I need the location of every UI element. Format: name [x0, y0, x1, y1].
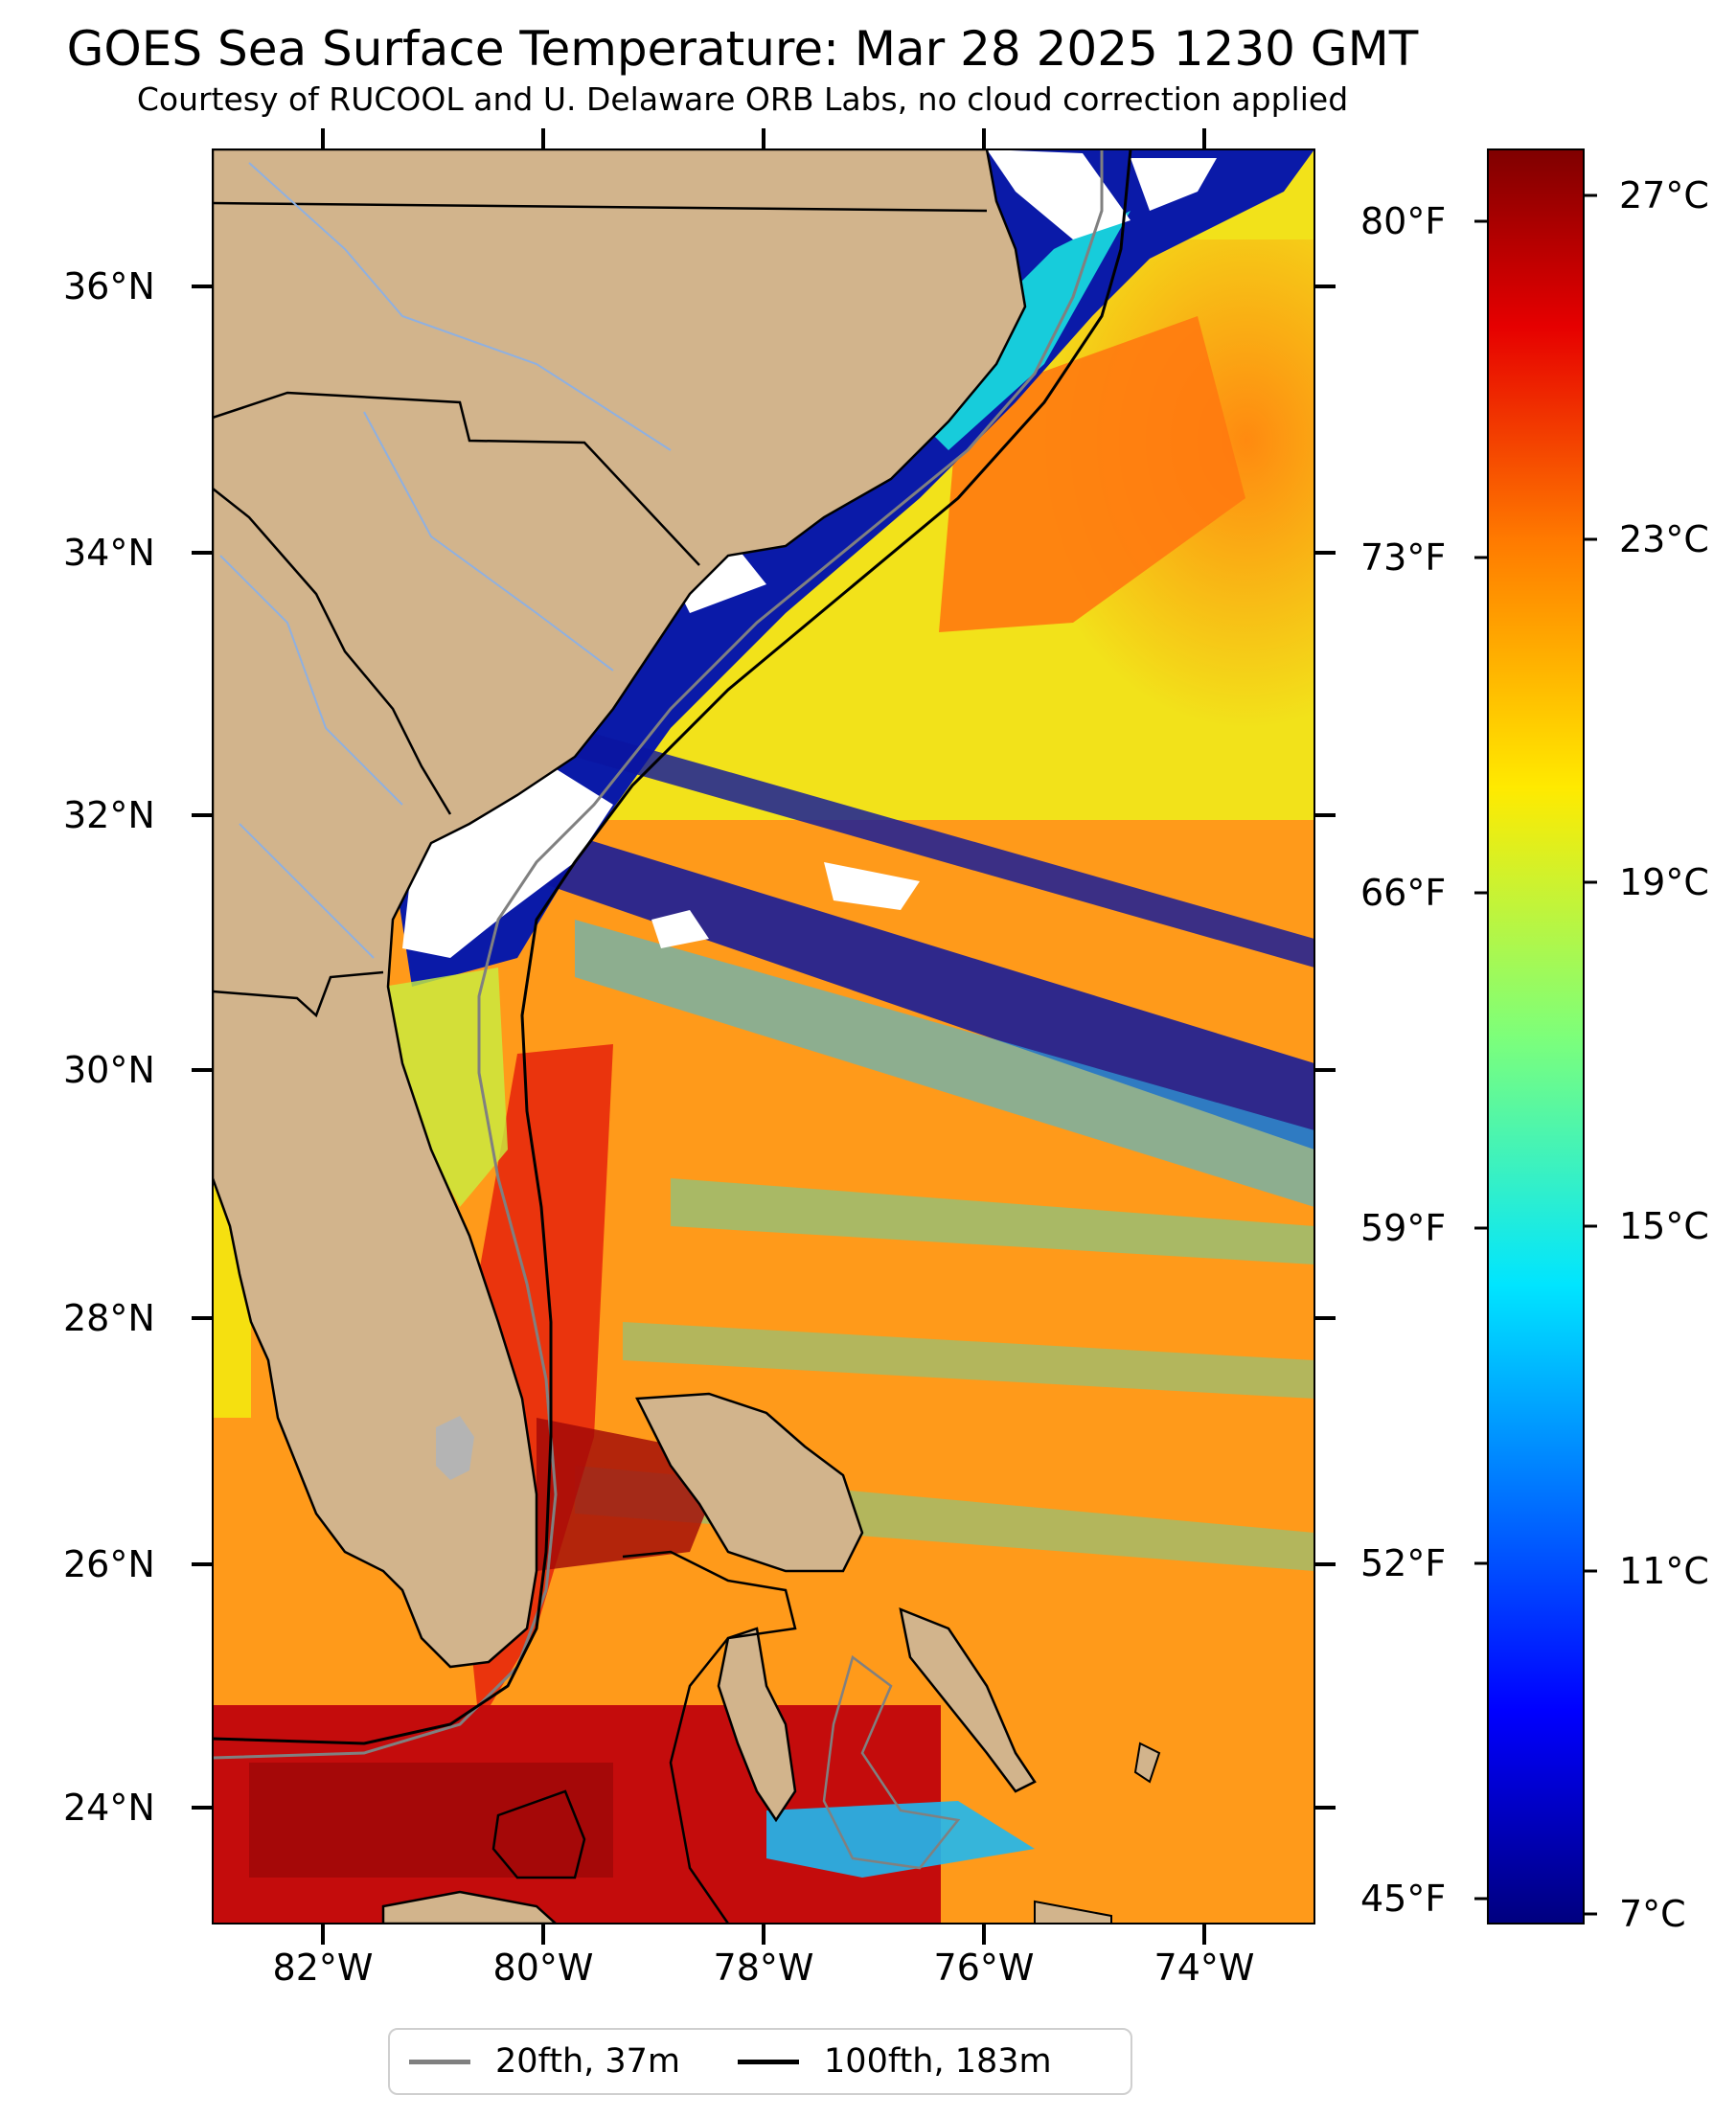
lat-label-24n: 24°N: [63, 1787, 155, 1829]
lon-label-74w: 74°W: [1154, 1947, 1255, 1989]
chart-title: GOES Sea Surface Temperature: Mar 28 202…: [66, 21, 1419, 77]
cloud-patch: [987, 149, 1131, 239]
cool-streak: [575, 920, 1314, 1207]
isobath-20fth-bahamas: [822, 1654, 961, 1870]
lat-label-34n: 34°N: [63, 532, 155, 574]
isobath-20fth: [213, 149, 1104, 1760]
state-border-va-nc: [213, 201, 988, 213]
legend-swatch-gray: [409, 2059, 470, 2064]
island-andros: [717, 1627, 797, 1823]
colorbar-ticks: [1474, 194, 1597, 1916]
lat-label-30n: 30°N: [63, 1049, 155, 1091]
sst-field: [213, 149, 1314, 1924]
river: [219, 555, 403, 806]
cold-streak: [537, 824, 1314, 1150]
cloud-patch: [651, 910, 709, 948]
cloud-patch: [824, 862, 920, 910]
isobath-legend: 20fth, 37m 100fth, 183m: [388, 2028, 1132, 2095]
colorbar-f-label: 66°F: [1360, 872, 1447, 914]
colorbar-c-label: 27°C: [1619, 174, 1709, 216]
colorbar-f-label: 59°F: [1360, 1207, 1447, 1249]
river: [248, 162, 672, 451]
colorbar-c-label: 23°C: [1619, 518, 1709, 560]
lon-label-80w: 80°W: [492, 1947, 594, 1989]
legend-label: 20fth, 37m: [495, 2042, 681, 2081]
lon-label-78w: 78°W: [713, 1947, 814, 1989]
land-us-southeast: [213, 149, 1027, 1669]
isobath-100fth: [213, 149, 1132, 1745]
island-cuba: [381, 1890, 558, 1924]
florida-coastal-cool: [383, 968, 508, 1207]
colorbar: [1487, 148, 1585, 1924]
colorbar-f-label: 80°F: [1360, 200, 1447, 242]
state-border-ga-fl: [213, 970, 384, 1018]
legend-label: 100fth, 183m: [824, 2042, 1052, 2081]
isobath-cay-sal: [491, 1789, 586, 1879]
lat-label-32n: 32°N: [63, 794, 155, 836]
colorbar-f-label: 73°F: [1360, 536, 1447, 579]
island-eleuthera: [899, 1606, 1037, 1793]
cloud-patch: [671, 536, 766, 613]
lat-label-36n: 36°N: [63, 265, 155, 307]
cold-shelf-water: [393, 149, 1314, 987]
island-cuba-east: [1034, 1900, 1112, 1924]
legend-item-100fth: 100fth, 183m: [738, 2042, 1052, 2081]
lake-okeechobee: [436, 1416, 474, 1480]
lon-label-76w: 76°W: [933, 1947, 1035, 1989]
river: [239, 823, 375, 959]
lat-ticks: [192, 285, 1336, 1810]
island-bahamas-small: [1133, 1742, 1161, 1784]
florida-straits-dark: [249, 1763, 613, 1878]
legend-item-20fth: 20fth, 37m: [409, 2042, 680, 2081]
isobath-100fth-bahamas: [622, 1550, 797, 1924]
island-little-bahama-bank: [635, 1392, 864, 1573]
cool-streak: [623, 1322, 1314, 1399]
river: [363, 411, 614, 672]
state-border-sc-ga: [213, 488, 452, 815]
lat-label-26n: 26°N: [63, 1543, 155, 1585]
colorbar-c-label: 11°C: [1619, 1550, 1709, 1592]
chart-subtitle: Courtesy of RUCOOL and U. Delaware ORB L…: [136, 80, 1349, 118]
cloud-patch: [1131, 158, 1217, 211]
cool-streak: [671, 1178, 1314, 1264]
colorbar-c-label: 15°C: [1619, 1205, 1709, 1247]
colorbar-f-label: 52°F: [1360, 1542, 1447, 1584]
colorbar-c-label: 7°C: [1619, 1893, 1686, 1935]
colorbar-f-label: 45°F: [1360, 1878, 1447, 1920]
legend-swatch-black: [738, 2059, 800, 2064]
colorbar-c-label: 19°C: [1619, 861, 1709, 903]
lon-label-82w: 82°W: [272, 1947, 374, 1989]
state-border-nc-sc: [213, 391, 700, 566]
lat-label-28n: 28°N: [63, 1297, 155, 1339]
lon-ticks: [321, 128, 1206, 1945]
cold-streak: [575, 728, 1314, 968]
